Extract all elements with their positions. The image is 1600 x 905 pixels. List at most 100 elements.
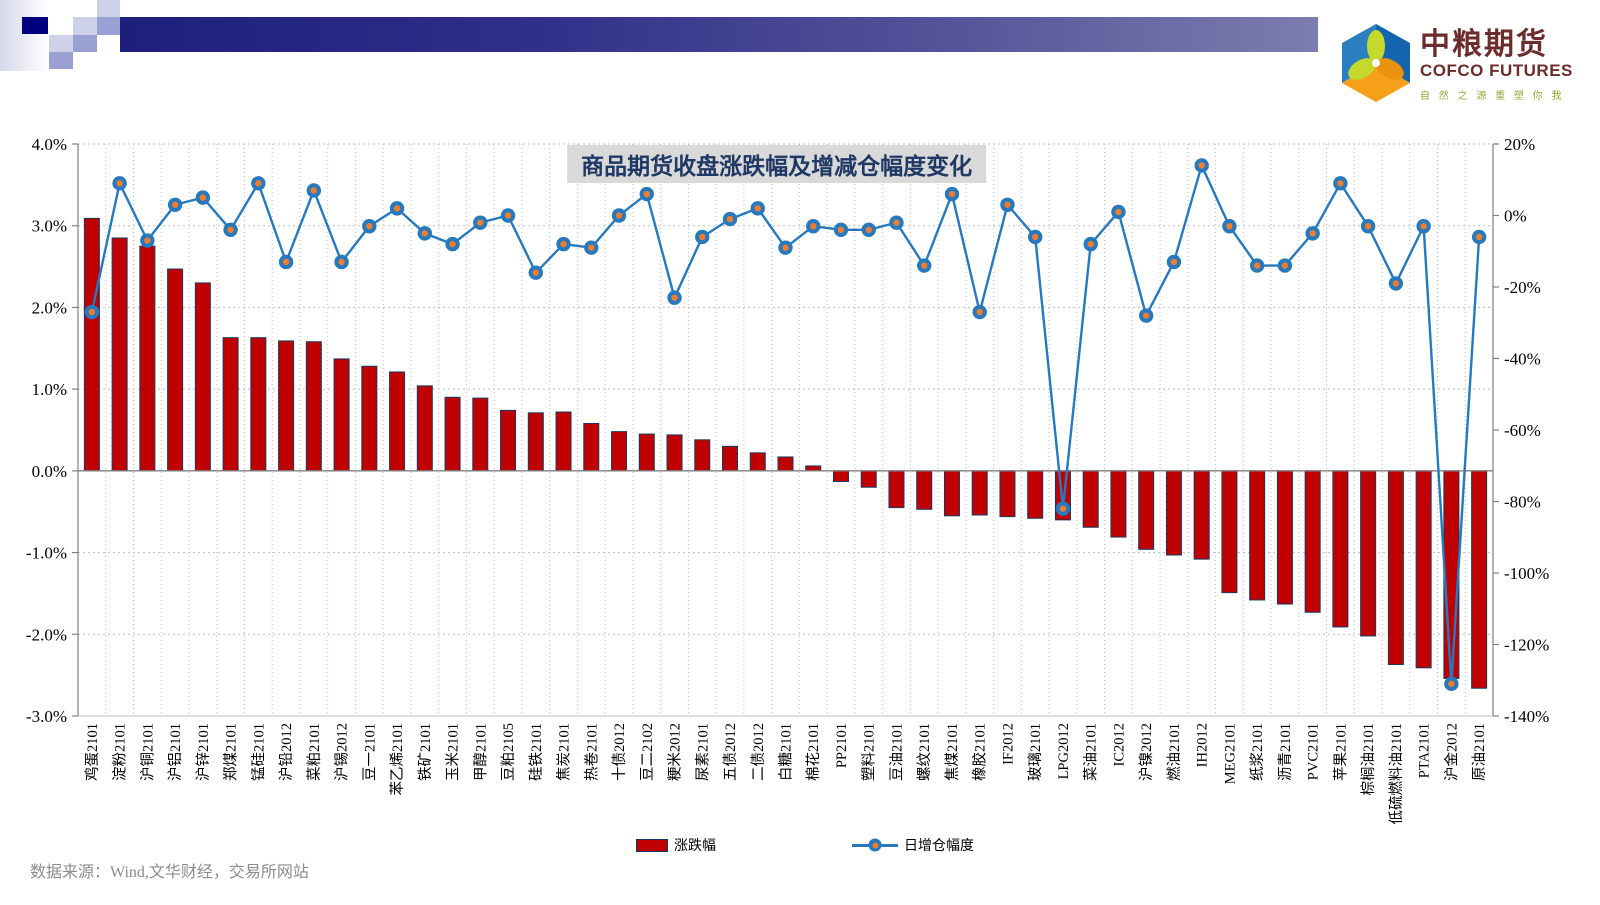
bar-沪铅2012 — [278, 340, 295, 472]
line-series-label: 日增仓幅度 — [904, 839, 974, 854]
bar-二债2012 — [749, 452, 766, 472]
bar-沪铝2101 — [167, 268, 184, 472]
bar-尿素2101 — [694, 439, 711, 472]
bar-IC2012 — [1110, 470, 1127, 538]
category-label: 棕榈油2101 — [1360, 723, 1377, 796]
left-tick-label: 4.0% — [32, 135, 67, 154]
bar-沪锡2012 — [333, 358, 350, 472]
category-label: 苹果2101 — [1332, 723, 1349, 781]
bar-沪铜2101 — [139, 245, 156, 472]
line-series — [84, 158, 1487, 692]
category-label: IF2012 — [1000, 723, 1016, 765]
cofco-logo-icon — [1342, 24, 1410, 102]
bar-郑煤2101 — [222, 337, 239, 472]
right-tick-label: -60% — [1504, 421, 1541, 440]
category-label: 沪锌2101 — [195, 723, 212, 781]
deco-square-light3 — [49, 35, 73, 52]
category-label: 十债2012 — [611, 723, 628, 781]
bar-菜粕2101 — [305, 341, 322, 472]
category-label: 沪镍2012 — [1138, 723, 1155, 781]
bar-纸浆2101 — [1249, 470, 1266, 601]
bar-沪镍2012 — [1138, 470, 1155, 550]
bar-series-label: 涨跌幅 — [674, 839, 716, 854]
category-label: 二债2012 — [750, 723, 767, 781]
category-label: 沪锡2012 — [334, 723, 351, 781]
bar-塑料2101 — [860, 470, 877, 488]
bar-豆一2101 — [361, 365, 378, 472]
bars-series — [83, 217, 1488, 689]
category-label: 鸡蛋2101 — [84, 723, 101, 781]
bar-焦煤2101 — [943, 470, 960, 517]
left-tick-label: 3.0% — [32, 217, 67, 236]
bar-粳米2012 — [666, 434, 683, 472]
line-series-swatch — [852, 838, 898, 852]
category-label: 沪铅2012 — [278, 723, 295, 781]
category-label: 玻璃2101 — [1027, 723, 1044, 781]
category-label: 橡胶2101 — [972, 723, 989, 781]
category-label: 热卷2101 — [583, 723, 600, 781]
left-tick-label: -3.0% — [26, 707, 67, 726]
bar-豆粕2105 — [500, 409, 517, 472]
right-tick-label: -20% — [1504, 278, 1541, 297]
chart-title: 商品期货收盘涨跌幅及增减仓幅度变化 — [567, 145, 987, 183]
bar-鸡蛋2101 — [83, 217, 100, 472]
bar-沪金2012 — [1443, 470, 1460, 679]
bar-玉米2101 — [444, 396, 461, 472]
right-tick-label: -80% — [1504, 493, 1541, 512]
logo-tagline: 自 然 之 源 重 塑 你 我 — [1420, 91, 1565, 103]
bar-棕榈油2101 — [1360, 470, 1377, 637]
bar-PP2101 — [832, 470, 849, 482]
category-label: 苯乙烯2101 — [389, 723, 406, 796]
right-tick-label: -100% — [1504, 564, 1549, 583]
category-label: 淀粉2101 — [112, 723, 129, 781]
bar-MEG2101 — [1221, 470, 1238, 594]
header-gradient-strip — [0, 0, 48, 71]
category-label: 燃油2101 — [1165, 723, 1183, 781]
right-tick-label: -120% — [1504, 636, 1549, 655]
category-label: 玉米2101 — [445, 723, 462, 781]
bar-IF2012 — [999, 470, 1016, 518]
bar-沪锌2101 — [194, 282, 211, 472]
logo-en-text: COFCO FUTURES — [1420, 61, 1573, 80]
category-label: 塑料2101 — [861, 723, 878, 781]
bar-豆二2102 — [638, 433, 655, 472]
category-label: 沪金2012 — [1443, 723, 1460, 781]
category-label: 沪铜2101 — [139, 723, 156, 781]
category-label: LPG2012 — [1056, 723, 1072, 779]
logo-cn-text: 中粮期货 — [1420, 28, 1548, 61]
left-tick-label: 2.0% — [32, 298, 67, 317]
category-label: IC2012 — [1111, 723, 1127, 767]
bar-锰硅2101 — [250, 337, 267, 472]
bar-螺纹2101 — [916, 470, 933, 510]
left-tick-label: 1.0% — [32, 380, 67, 399]
bar-PVC2101 — [1304, 470, 1321, 613]
bar-橡胶2101 — [971, 470, 988, 516]
category-label: 豆粕2105 — [500, 723, 517, 781]
bar-苯乙烯2101 — [389, 371, 406, 472]
category-label: 菜油2101 — [1083, 723, 1100, 781]
category-label: 五债2012 — [722, 723, 739, 781]
legend-item-bar: 涨跌幅 — [636, 833, 716, 857]
right-axis-labels: 20% 0% -20% -40% -60% -80% -100% -120% -140% — [1493, 135, 1549, 726]
category-label: 尿素2101 — [694, 723, 711, 781]
vertical-gridlines — [77, 144, 1494, 716]
category-labels: 鸡蛋2101 淀粉2101 沪铜2101 沪铝2101 沪锌2101 郑煤2101 锰硅21… — [84, 723, 1488, 825]
right-tick-label: -140% — [1504, 707, 1549, 726]
cofco-logo: 中粮期货 COFCO FUTURES 自 然 之 源 重 塑 你 我 — [1340, 22, 1580, 110]
bar-苹果2101 — [1332, 470, 1349, 628]
bar-焦炭2101 — [555, 411, 572, 472]
bar-热卷2101 — [583, 422, 600, 472]
bar-白糖2101 — [777, 456, 794, 472]
right-tick-label: -40% — [1504, 350, 1541, 369]
left-tick-label: -1.0% — [26, 544, 67, 563]
category-label: 白糖2101 — [778, 723, 795, 781]
category-label: 粳米2012 — [667, 723, 684, 781]
chart-legend: 涨跌幅 日增仓幅度 — [0, 833, 1600, 857]
deco-square-navy — [22, 17, 48, 34]
bar-PTA2101 — [1415, 470, 1432, 669]
bar-IH2012 — [1193, 470, 1210, 560]
deco-square-med3 — [49, 52, 73, 69]
deco-square-light1 — [97, 0, 120, 17]
category-label: 铁矿2101 — [417, 723, 434, 781]
bar-燃油2101 — [1165, 470, 1182, 556]
